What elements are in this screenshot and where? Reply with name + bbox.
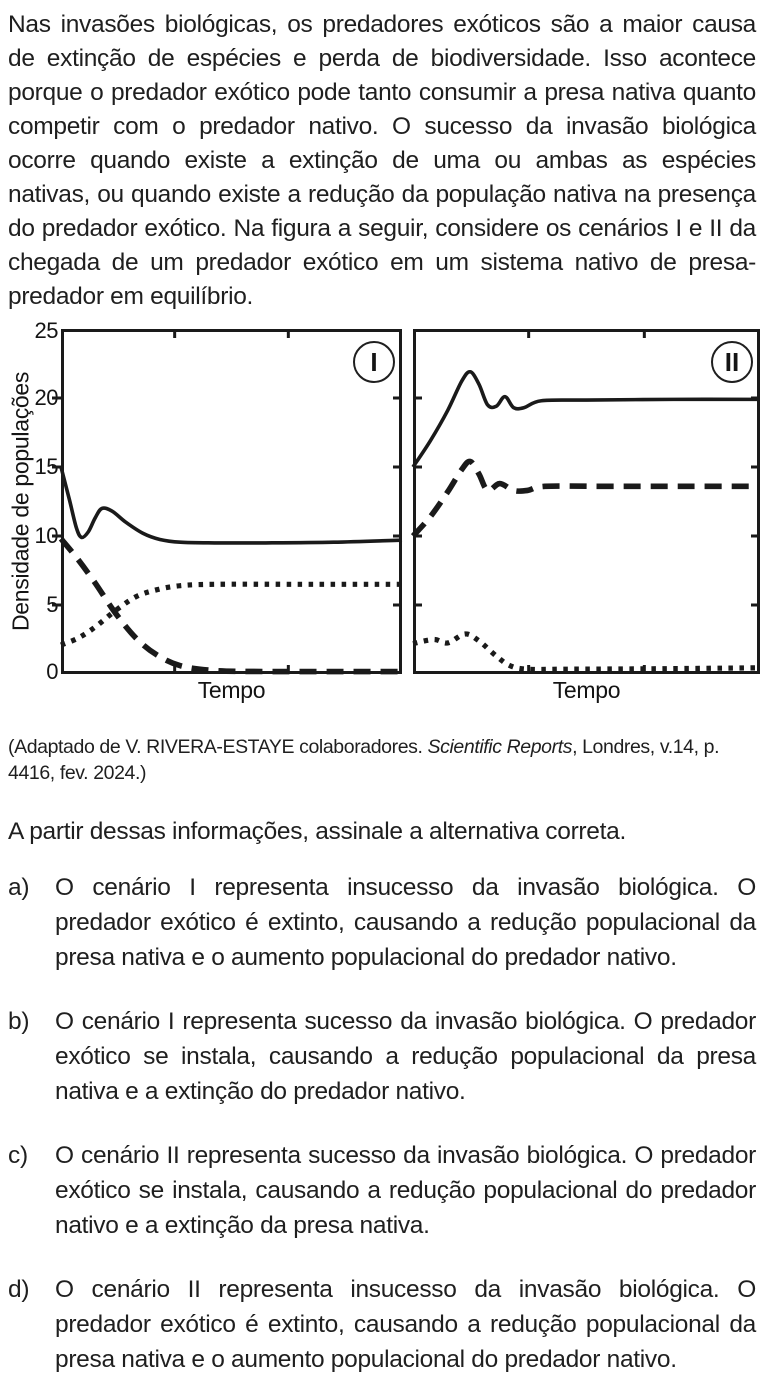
option-a-letter: a) <box>8 874 30 901</box>
intro-paragraph: Nas invasões biológicas, os predadores e… <box>8 11 756 310</box>
y-tick-label: 20 <box>34 385 59 410</box>
series-linha-pontilhada <box>60 581 402 648</box>
y-tick-label: 10 <box>34 523 59 548</box>
option-c-text: O cenário II representa sucesso da invas… <box>55 1142 756 1239</box>
x-axis-label-II: Tempo <box>552 677 621 703</box>
panel-II-plot <box>410 329 761 674</box>
panel-I-badge: I <box>353 341 395 383</box>
series-linha-pontilhada <box>412 631 761 673</box>
chart-panel-II: II Tempo <box>410 329 761 704</box>
citation-prefix: (Adaptado de V. RIVERA-ESTAYE colaborado… <box>8 736 428 758</box>
panel-II-badge: II <box>711 341 753 383</box>
option-a-text: O cenário I representa insucesso da inva… <box>55 874 756 971</box>
option-c-letter: c) <box>8 1142 28 1169</box>
y-tick-label: 25 <box>34 318 59 343</box>
options-list: a) O cenário I representa insucesso da i… <box>8 870 756 1377</box>
question-stem: A partir dessas informações, assinale a … <box>8 818 626 845</box>
option-c: c) O cenário II representa sucesso da in… <box>8 1138 756 1243</box>
option-b: b) O cenário I representa sucesso da inv… <box>8 1004 756 1109</box>
chart-panel-I: I Tempo <box>52 329 403 704</box>
option-a: a) O cenário I representa insucesso da i… <box>8 870 756 975</box>
y-tick-label: 15 <box>34 454 59 479</box>
y-tick-label: 0 <box>46 659 58 684</box>
x-axis-label-I: Tempo <box>197 677 266 703</box>
population-density-figure: Densidade de populações 25 20 15 10 5 0 … <box>7 319 761 704</box>
y-axis-tick-labels: 25 20 15 10 5 0 <box>34 319 61 684</box>
series-linha-solida <box>59 466 403 545</box>
citation: (Adaptado de V. RIVERA-ESTAYE colaborado… <box>8 734 756 786</box>
option-b-text: O cenário I representa sucesso da invasã… <box>55 1008 756 1105</box>
citation-journal: Scientific Reports <box>427 736 573 758</box>
series-linha-solida <box>411 369 761 468</box>
y-axis-label: Densidade de populações <box>7 371 34 632</box>
option-b-letter: b) <box>8 1008 30 1035</box>
option-d-letter: d) <box>8 1276 30 1303</box>
series-linha-tracejada <box>410 458 760 538</box>
option-d: d) O cenário II representa insucesso da … <box>8 1272 756 1377</box>
chart-row: Densidade de populações 25 20 15 10 5 0 … <box>7 319 761 704</box>
panel-I-plot <box>52 329 403 675</box>
option-d-text: O cenário II representa insucesso da inv… <box>55 1276 756 1373</box>
citation-suffix: , Londres, v.14, p. 4416, fev. 2024.) <box>8 736 720 784</box>
panel-II-badge-label: II <box>724 346 740 377</box>
series-linha-tracejada <box>58 536 402 675</box>
panel-I-badge-label: I <box>370 346 378 377</box>
